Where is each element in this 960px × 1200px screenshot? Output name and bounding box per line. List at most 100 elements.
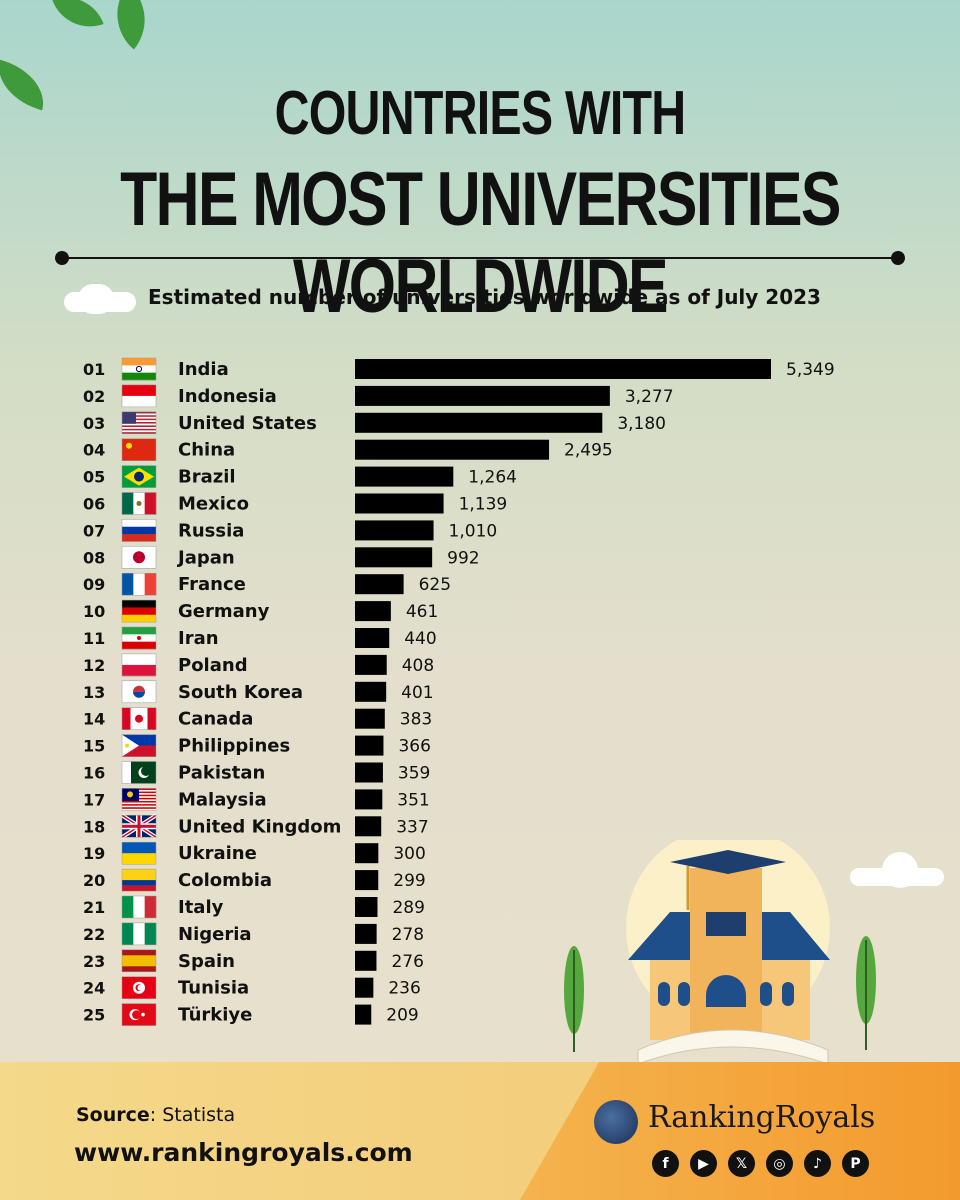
rank-label: 04 bbox=[83, 441, 105, 460]
country-label: United States bbox=[178, 413, 317, 434]
x-icon[interactable]: 𝕏 bbox=[728, 1150, 755, 1177]
youtube-icon[interactable]: ▶ bbox=[690, 1150, 717, 1177]
value-label: 5,349 bbox=[786, 360, 835, 380]
rank-label: 22 bbox=[83, 925, 105, 944]
chart-row: 16 Pakistan 359 bbox=[83, 761, 430, 784]
rank-label: 11 bbox=[83, 629, 105, 648]
title-divider bbox=[62, 257, 898, 259]
cloud-icon bbox=[78, 284, 114, 314]
chart-row: 01 India 5,349 bbox=[83, 357, 835, 381]
country-label: Philippines bbox=[178, 736, 290, 757]
bar bbox=[355, 1004, 372, 1025]
flag-poland bbox=[121, 653, 157, 677]
country-label: Colombia bbox=[178, 870, 272, 891]
value-label: 440 bbox=[404, 629, 436, 649]
value-label: 1,139 bbox=[459, 495, 508, 515]
bar bbox=[355, 601, 391, 622]
rank-label: 19 bbox=[83, 844, 105, 863]
chart-row: 14 Canada 383 bbox=[83, 707, 432, 730]
value-label: 461 bbox=[406, 602, 438, 622]
chart-row: 22 Nigeria 278 bbox=[83, 922, 424, 946]
pinterest-icon[interactable]: P bbox=[842, 1150, 869, 1177]
value-label: 300 bbox=[393, 844, 425, 864]
rank-label: 24 bbox=[83, 979, 105, 998]
value-label: 992 bbox=[447, 548, 479, 568]
value-label: 289 bbox=[392, 898, 424, 918]
bar bbox=[355, 628, 390, 648]
value-label: 383 bbox=[400, 710, 432, 730]
brand-name: RankingRoyals bbox=[648, 1100, 876, 1135]
country-label: Ukraine bbox=[178, 843, 257, 864]
country-label: Italy bbox=[178, 897, 224, 918]
country-label: China bbox=[178, 440, 235, 461]
bar bbox=[355, 816, 382, 837]
bar-chart: 01 India 5,349 02 Indonesia 3,277 03 United Sta… bbox=[83, 357, 835, 1026]
value-label: 1,010 bbox=[449, 521, 498, 541]
chart-row: 02 Indonesia 3,277 bbox=[83, 384, 674, 408]
flag-china bbox=[121, 438, 157, 461]
chart-row: 05 Brazil 1,264 bbox=[83, 465, 517, 488]
bar bbox=[355, 843, 379, 864]
flag-tunisia bbox=[121, 976, 157, 999]
country-label: India bbox=[178, 359, 229, 380]
chart-row: 04 China 2,495 bbox=[83, 438, 613, 461]
rank-label: 23 bbox=[83, 952, 105, 971]
chart-row: 10 Germany 461 bbox=[83, 599, 438, 623]
university-illustration bbox=[564, 840, 944, 1065]
source-label: Source bbox=[76, 1104, 150, 1126]
flag-south-korea bbox=[121, 680, 157, 704]
chart-row: 18 United Kingdom 337 bbox=[83, 813, 429, 839]
country-label: Indonesia bbox=[178, 386, 277, 407]
instagram-icon[interactable]: ◎ bbox=[766, 1150, 793, 1177]
rank-label: 20 bbox=[83, 871, 105, 890]
bar bbox=[355, 439, 550, 460]
country-label: Mexico bbox=[178, 494, 249, 515]
chart-row: 03 United States 3,180 bbox=[83, 411, 666, 435]
rank-label: 17 bbox=[83, 790, 105, 809]
rank-label: 09 bbox=[83, 575, 105, 594]
flag-russia bbox=[121, 519, 157, 542]
value-label: 209 bbox=[386, 1006, 418, 1026]
value-label: 3,180 bbox=[617, 414, 666, 434]
rank-label: 06 bbox=[83, 495, 105, 514]
rank-label: 07 bbox=[83, 521, 105, 540]
facebook-icon[interactable]: f bbox=[652, 1150, 679, 1177]
tiktok-icon[interactable]: ♪ bbox=[804, 1150, 831, 1177]
rank-label: 01 bbox=[83, 360, 105, 379]
chart-row: 24 Tunisia 236 bbox=[83, 976, 421, 999]
country-label: Pakistan bbox=[178, 763, 265, 784]
value-label: 3,277 bbox=[625, 387, 674, 407]
rank-label: 18 bbox=[83, 817, 105, 836]
divider-dot-left bbox=[55, 251, 69, 265]
flag-malaysia bbox=[121, 788, 157, 811]
country-label: Nigeria bbox=[178, 924, 252, 945]
flag-nigeria bbox=[121, 922, 157, 946]
country-label: Tunisia bbox=[178, 978, 249, 999]
bar bbox=[355, 359, 771, 379]
country-label: Malaysia bbox=[178, 789, 267, 810]
chart-row: 09 France 625 bbox=[83, 572, 451, 596]
flag-colombia bbox=[121, 868, 157, 892]
value-label: 366 bbox=[398, 737, 430, 757]
bar bbox=[355, 708, 385, 729]
rank-label: 12 bbox=[83, 656, 105, 675]
bar bbox=[355, 735, 384, 756]
flag-germany bbox=[121, 599, 157, 623]
divider-dot-right bbox=[891, 251, 905, 265]
chart-row: 13 South Korea 401 bbox=[83, 680, 434, 704]
value-label: 2,495 bbox=[564, 441, 613, 461]
chart-row: 19 Ukraine 300 bbox=[83, 841, 426, 865]
country-label: United Kingdom bbox=[178, 816, 341, 837]
footer-accent bbox=[520, 1062, 960, 1200]
bar bbox=[355, 493, 444, 514]
country-label: Spain bbox=[178, 951, 235, 972]
value-label: 236 bbox=[388, 979, 420, 999]
rank-label: 25 bbox=[83, 1006, 105, 1025]
country-label: France bbox=[178, 574, 246, 595]
country-label: Germany bbox=[178, 601, 270, 622]
rank-label: 21 bbox=[83, 898, 105, 917]
value-label: 408 bbox=[402, 656, 434, 676]
website-link[interactable]: www.rankingroyals.com bbox=[74, 1138, 413, 1167]
chart-subtitle: Estimated number of universities worldwi… bbox=[148, 285, 821, 309]
country-label: Japan bbox=[176, 547, 235, 568]
